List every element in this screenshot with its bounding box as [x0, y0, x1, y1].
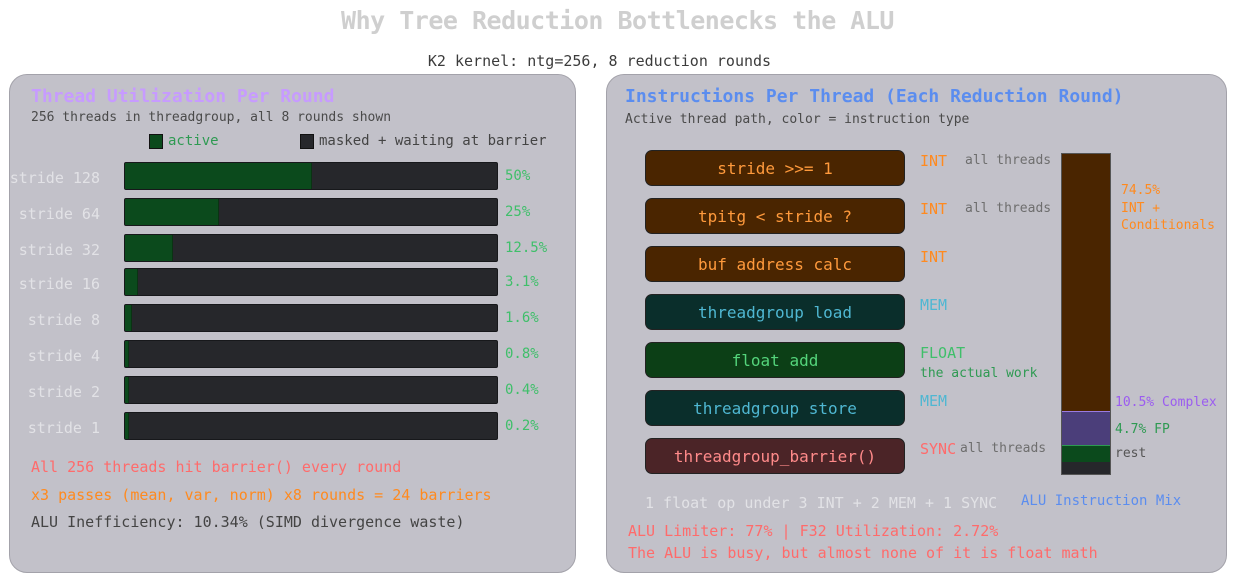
- right-panel-subtitle: Active thread path, color = instruction …: [625, 112, 970, 127]
- utilization-bar-active: [125, 269, 138, 295]
- stride-label: stride 8: [27, 311, 100, 329]
- stride-label: stride 4: [27, 347, 100, 365]
- instruction-note: the actual work: [920, 366, 1038, 381]
- utilization-pct: 0.8%: [505, 346, 539, 362]
- legend-masked-swatch: [300, 134, 314, 149]
- legend-active-label: active: [168, 133, 219, 149]
- legend-active-swatch: [149, 134, 163, 149]
- mix-int-pct: 74.5%: [1121, 183, 1161, 198]
- utilization-bar: [124, 304, 498, 332]
- legend-masked-label: masked + waiting at barrier: [319, 133, 547, 149]
- utilization-bar-active: [125, 341, 129, 367]
- mix-fp-label: 4.7% FP: [1115, 422, 1170, 437]
- utilization-pct: 25%: [505, 204, 531, 220]
- instruction-box: buf address calc: [645, 246, 905, 282]
- instruction-type: MEM: [920, 296, 948, 314]
- stride-label: stride 64: [18, 205, 100, 223]
- stride-label: stride 1: [27, 419, 100, 437]
- utilization-bar: [124, 268, 498, 296]
- page-title: Why Tree Reduction Bottlenecks the ALU: [341, 6, 894, 35]
- alu-instruction-mix-bar: [1061, 153, 1111, 475]
- utilization-bar: [124, 234, 498, 262]
- alu-inefficiency-note: ALU Inefficiency: 10.34% (SIMD divergenc…: [31, 513, 465, 531]
- instruction-type: INT: [920, 152, 948, 170]
- left-panel-subtitle: 256 threads in threadgroup, all 8 rounds…: [31, 110, 392, 125]
- utilization-pct: 3.1%: [505, 274, 539, 290]
- mix-rest-label: rest: [1115, 446, 1147, 461]
- instruction-type: MEM: [920, 392, 948, 410]
- barrier-note: All 256 threads hit barrier() every roun…: [31, 458, 402, 476]
- utilization-bar-active: [125, 199, 219, 225]
- barrier-count-note: x3 passes (mean, var, norm) x8 rounds = …: [31, 486, 492, 504]
- instruction-box: tpitg < stride ?: [645, 198, 905, 234]
- stride-label: stride 2: [27, 383, 100, 401]
- utilization-pct: 0.2%: [505, 418, 539, 434]
- mix-int-label: INT + Conditionals: [1121, 201, 1215, 233]
- stride-label: stride 128: [9, 169, 100, 187]
- instruction-box: stride >>= 1: [645, 150, 905, 186]
- utilization-bar-active: [125, 413, 129, 439]
- mix-complex-label: 10.5% Complex: [1115, 395, 1217, 410]
- mix-segment-fp: [1062, 445, 1110, 463]
- right-panel-title: Instructions Per Thread (Each Reduction …: [625, 86, 1124, 107]
- instruction-box: float add: [645, 342, 905, 378]
- instruction-type: SYNC: [920, 440, 957, 458]
- mix-segment-rest: [1062, 462, 1110, 474]
- instruction-box: threadgroup load: [645, 294, 905, 330]
- utilization-bar: [124, 376, 498, 404]
- left-panel-title: Thread Utilization Per Round: [31, 86, 335, 107]
- page-subtitle: K2 kernel: ntg=256, 8 reduction rounds: [427, 52, 772, 70]
- instruction-box: threadgroup store: [645, 390, 905, 426]
- utilization-pct: 50%: [505, 168, 531, 184]
- instruction-type: FLOAT: [920, 344, 966, 362]
- mix-caption: ALU Instruction Mix: [1021, 493, 1182, 509]
- instruction-type: INT: [920, 200, 948, 218]
- utilization-pct: 0.4%: [505, 382, 539, 398]
- instruction-note: all threads: [965, 153, 1052, 168]
- alu-limiter-note: ALU Limiter: 77% | F32 Utilization: 2.72…: [628, 522, 999, 540]
- utilization-bar-active: [125, 305, 132, 331]
- instruction-type: INT: [920, 248, 948, 266]
- utilization-bar-active: [125, 235, 173, 261]
- utilization-bar: [124, 340, 498, 368]
- utilization-bar-active: [125, 377, 129, 403]
- mix-segment-complex: [1062, 411, 1110, 446]
- stride-label: stride 32: [18, 241, 100, 259]
- utilization-bar: [124, 412, 498, 440]
- conclusion-note: The ALU is busy, but almost none of it i…: [628, 544, 1098, 562]
- instruction-note: all threads: [965, 201, 1052, 216]
- instruction-box: threadgroup_barrier(): [645, 438, 905, 474]
- utilization-bar: [124, 198, 498, 226]
- mix-segment-int: [1062, 154, 1110, 411]
- summary-note: 1 float op under 3 INT + 2 MEM + 1 SYNC: [645, 494, 998, 512]
- utilization-bar: [124, 162, 498, 190]
- utilization-pct: 12.5%: [505, 240, 548, 256]
- stride-label: stride 16: [18, 275, 100, 293]
- utilization-pct: 1.6%: [505, 310, 539, 326]
- instruction-note: all threads: [960, 441, 1047, 456]
- utilization-bar-active: [125, 163, 312, 189]
